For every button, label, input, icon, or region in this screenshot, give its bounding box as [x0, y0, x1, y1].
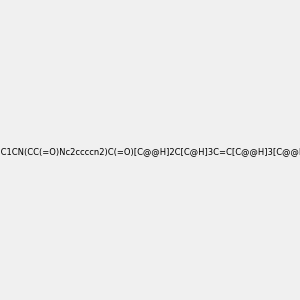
- Text: O=C1CN(CC(=O)Nc2ccccn2)C(=O)[C@@H]2C[C@H]3C=C[C@@H]3[C@@H]12: O=C1CN(CC(=O)Nc2ccccn2)C(=O)[C@@H]2C[C@H…: [0, 147, 300, 156]
